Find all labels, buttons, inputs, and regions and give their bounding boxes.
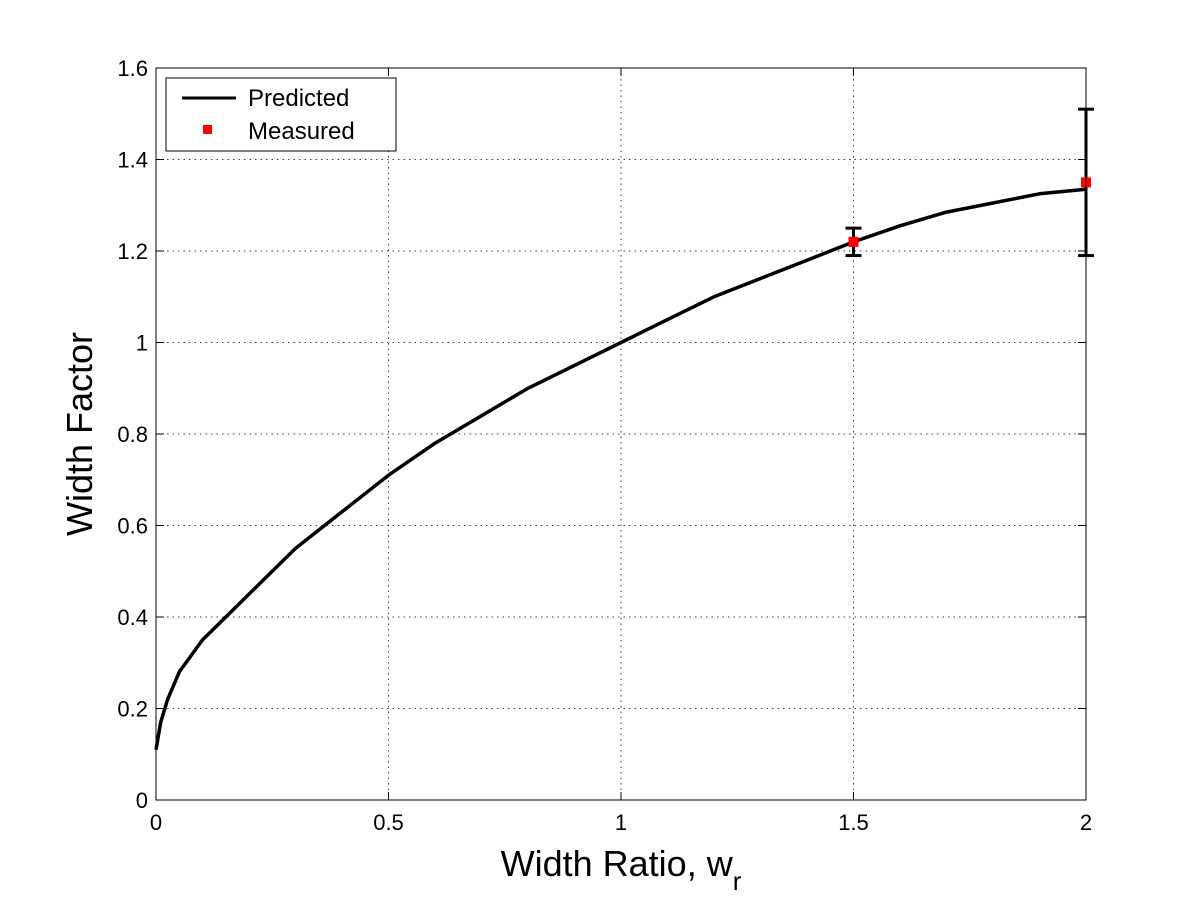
y-tick-label: 1.2 [117,239,148,264]
legend-marker-measured [203,125,212,134]
y-tick-label: 1.6 [117,56,148,81]
measured-point [848,236,859,247]
y-tick-label: 0.4 [117,605,148,630]
y-tick-label: 1.4 [117,148,148,173]
predicted-line [154,187,1087,750]
y-tick-label: 0.6 [117,514,148,539]
y-tick-label: 1 [136,331,148,356]
y-tick-label: 0.8 [117,422,148,447]
x-tick-label: 1.5 [838,810,869,835]
x-tick-label: 0.5 [373,810,404,835]
x-tick-label: 0 [150,810,162,835]
legend-box [165,77,397,152]
legend-label-measured: Measured [248,118,355,145]
x-axis-label-subscript: r [733,866,742,896]
grid [156,68,1086,800]
y-tick-label: 0 [136,788,148,813]
x-tick-label: 1 [615,810,627,835]
legend-label-predicted: Predicted [248,85,349,112]
y-tick-label: 0.2 [117,697,148,722]
x-axis-label: Width Ratio, wr [501,843,742,896]
y-axis-label: Width Factor [59,332,100,536]
x-tick-label: 2 [1080,810,1092,835]
x-axis-label-main: Width Ratio, w [501,843,734,884]
ticks: 0 0.5 1 1.5 2 0 0.2 0.4 0.6 0.8 1 1.2 1.4 1.6 [117,56,1092,835]
legend: Predicted Measured [165,77,397,152]
